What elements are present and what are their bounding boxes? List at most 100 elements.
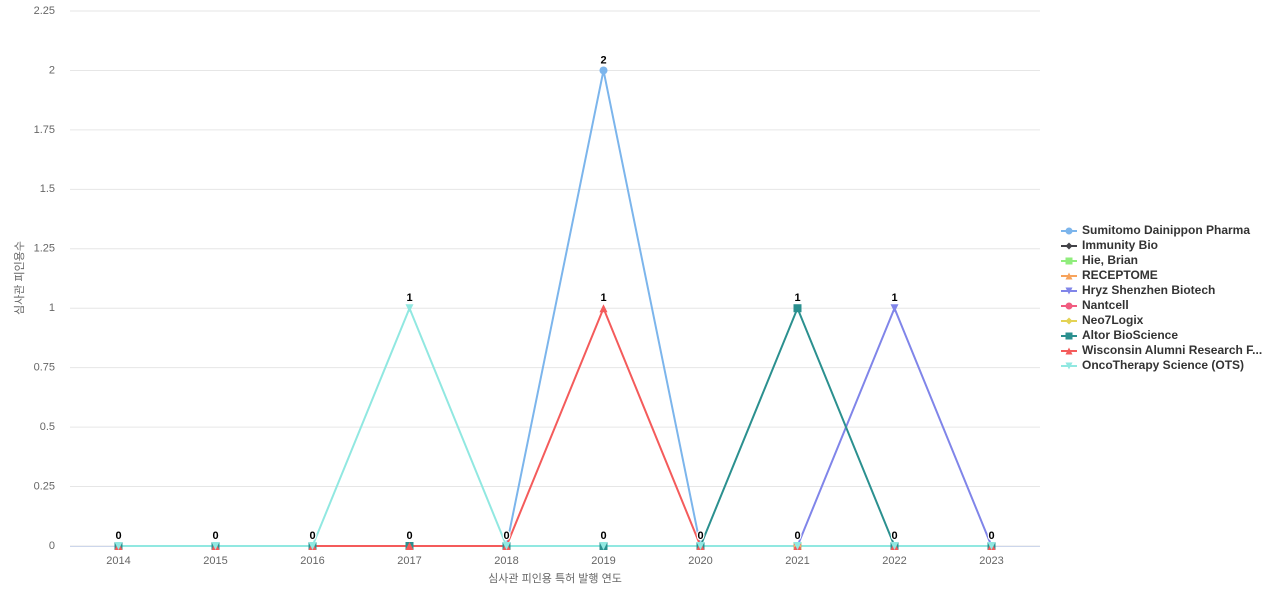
legend-marker	[1065, 347, 1073, 355]
data-label: 1	[794, 292, 800, 304]
legend-label: OncoTherapy Science (OTS)	[1082, 358, 1244, 372]
data-label: 0	[212, 530, 218, 542]
data-label: 0	[891, 530, 897, 542]
data-label: 0	[697, 530, 703, 542]
data-label: 0	[212, 530, 218, 542]
data-label: 0	[309, 530, 315, 542]
data-label: 0	[406, 530, 412, 542]
data-label: 0	[406, 530, 412, 542]
legend-marker	[1065, 257, 1073, 265]
data-label: 0	[891, 530, 897, 542]
data-label: 0	[406, 530, 412, 542]
legend-item[interactable]: Altor BioScience	[1061, 328, 1178, 342]
data-label: 1	[406, 292, 412, 304]
legend-marker	[1065, 332, 1073, 340]
data-label: 0	[503, 530, 509, 542]
point-marker	[987, 542, 996, 550]
point-marker	[502, 542, 511, 550]
data-label: 0	[212, 530, 218, 542]
x-tick-label: 2023	[979, 555, 1003, 567]
y-tick-label: 1.25	[34, 243, 55, 255]
data-label: 0	[600, 530, 606, 542]
data-label: 0	[600, 530, 606, 542]
point-marker	[890, 542, 899, 550]
legend-item[interactable]: OncoTherapy Science (OTS)	[1061, 358, 1244, 372]
y-tick-label: 2.25	[34, 5, 55, 17]
data-label: 0	[115, 530, 121, 542]
data-label: 0	[794, 530, 800, 542]
data-label: 0	[697, 530, 703, 542]
data-label: 1	[600, 292, 606, 304]
x-tick-label: 2022	[882, 555, 906, 567]
legend-item[interactable]: Wisconsin Alumni Research F...	[1061, 343, 1262, 357]
data-label: 0	[697, 530, 703, 542]
data-label: 0	[503, 530, 509, 542]
data-label: 0	[988, 530, 994, 542]
legend-item[interactable]: Nantcell	[1061, 298, 1129, 312]
point-marker	[211, 542, 220, 550]
data-label: 0	[988, 530, 994, 542]
data-label: 0	[309, 530, 315, 542]
data-label: 0	[794, 530, 800, 542]
data-label: 0	[212, 530, 218, 542]
data-label: 0	[600, 530, 606, 542]
legend-label: Altor BioScience	[1082, 328, 1178, 342]
point-marker	[405, 542, 414, 550]
data-label: 0	[115, 530, 121, 542]
data-label: 0	[600, 530, 606, 542]
data-label: 0	[988, 530, 994, 542]
data-label: 0	[212, 530, 218, 542]
data-label: 2	[600, 54, 606, 66]
y-tick-label: 0	[49, 540, 55, 552]
y-tick-label: 1.5	[40, 183, 55, 195]
point-marker	[599, 304, 608, 313]
y-tick-label: 1	[49, 302, 55, 314]
legend-item[interactable]: Hie, Brian	[1061, 253, 1138, 267]
data-label: 0	[406, 530, 412, 542]
data-label: 0	[794, 530, 800, 542]
legend-item[interactable]: Immunity Bio	[1061, 238, 1158, 252]
data-label: 0	[309, 530, 315, 542]
point-marker	[793, 542, 802, 550]
legend-label: Nantcell	[1082, 298, 1129, 312]
data-label: 0	[503, 530, 509, 542]
legend-item[interactable]: RECEPTOME	[1061, 268, 1158, 282]
data-label: 0	[406, 530, 412, 542]
x-tick-label: 2021	[785, 555, 809, 567]
data-label: 0	[891, 530, 897, 542]
data-label: 0	[891, 530, 897, 542]
legend-item[interactable]: Hryz Shenzhen Biotech	[1061, 283, 1215, 297]
data-label: 0	[309, 530, 315, 542]
data-label: 0	[891, 530, 897, 542]
y-tick-label: 0.5	[40, 421, 55, 433]
data-label: 0	[600, 530, 606, 542]
x-tick-label: 2016	[300, 555, 324, 567]
legend-marker	[1065, 287, 1073, 295]
x-tick-label: 2018	[494, 555, 518, 567]
x-tick-label: 2014	[106, 555, 130, 567]
x-tick-label: 2015	[203, 555, 227, 567]
legend-item[interactable]: Sumitomo Dainippon Pharma	[1061, 223, 1250, 237]
data-label: 0	[794, 530, 800, 542]
data-label: 0	[503, 530, 509, 542]
data-label: 0	[891, 530, 897, 542]
x-axis-title: 심사관 피인용 특허 발행 연도	[488, 572, 622, 585]
legend-label: Neo7Logix	[1082, 313, 1144, 327]
y-tick-label: 2	[49, 64, 55, 76]
data-label: 0	[212, 530, 218, 542]
data-label: 0	[697, 530, 703, 542]
data-label: 0	[794, 530, 800, 542]
legend-marker	[1065, 227, 1073, 235]
legend-marker	[1065, 362, 1073, 370]
legend-item[interactable]: Neo7Logix	[1061, 313, 1144, 327]
data-label: 0	[891, 530, 897, 542]
data-label: 0	[309, 530, 315, 542]
point-marker	[405, 304, 414, 313]
data-label: 0	[794, 530, 800, 542]
data-label: 0	[988, 530, 994, 542]
legend-marker	[1065, 272, 1073, 280]
data-label: 0	[406, 530, 412, 542]
legend-label: RECEPTOME	[1082, 268, 1158, 282]
point-marker	[793, 304, 802, 313]
legend-label: Hie, Brian	[1082, 253, 1138, 267]
